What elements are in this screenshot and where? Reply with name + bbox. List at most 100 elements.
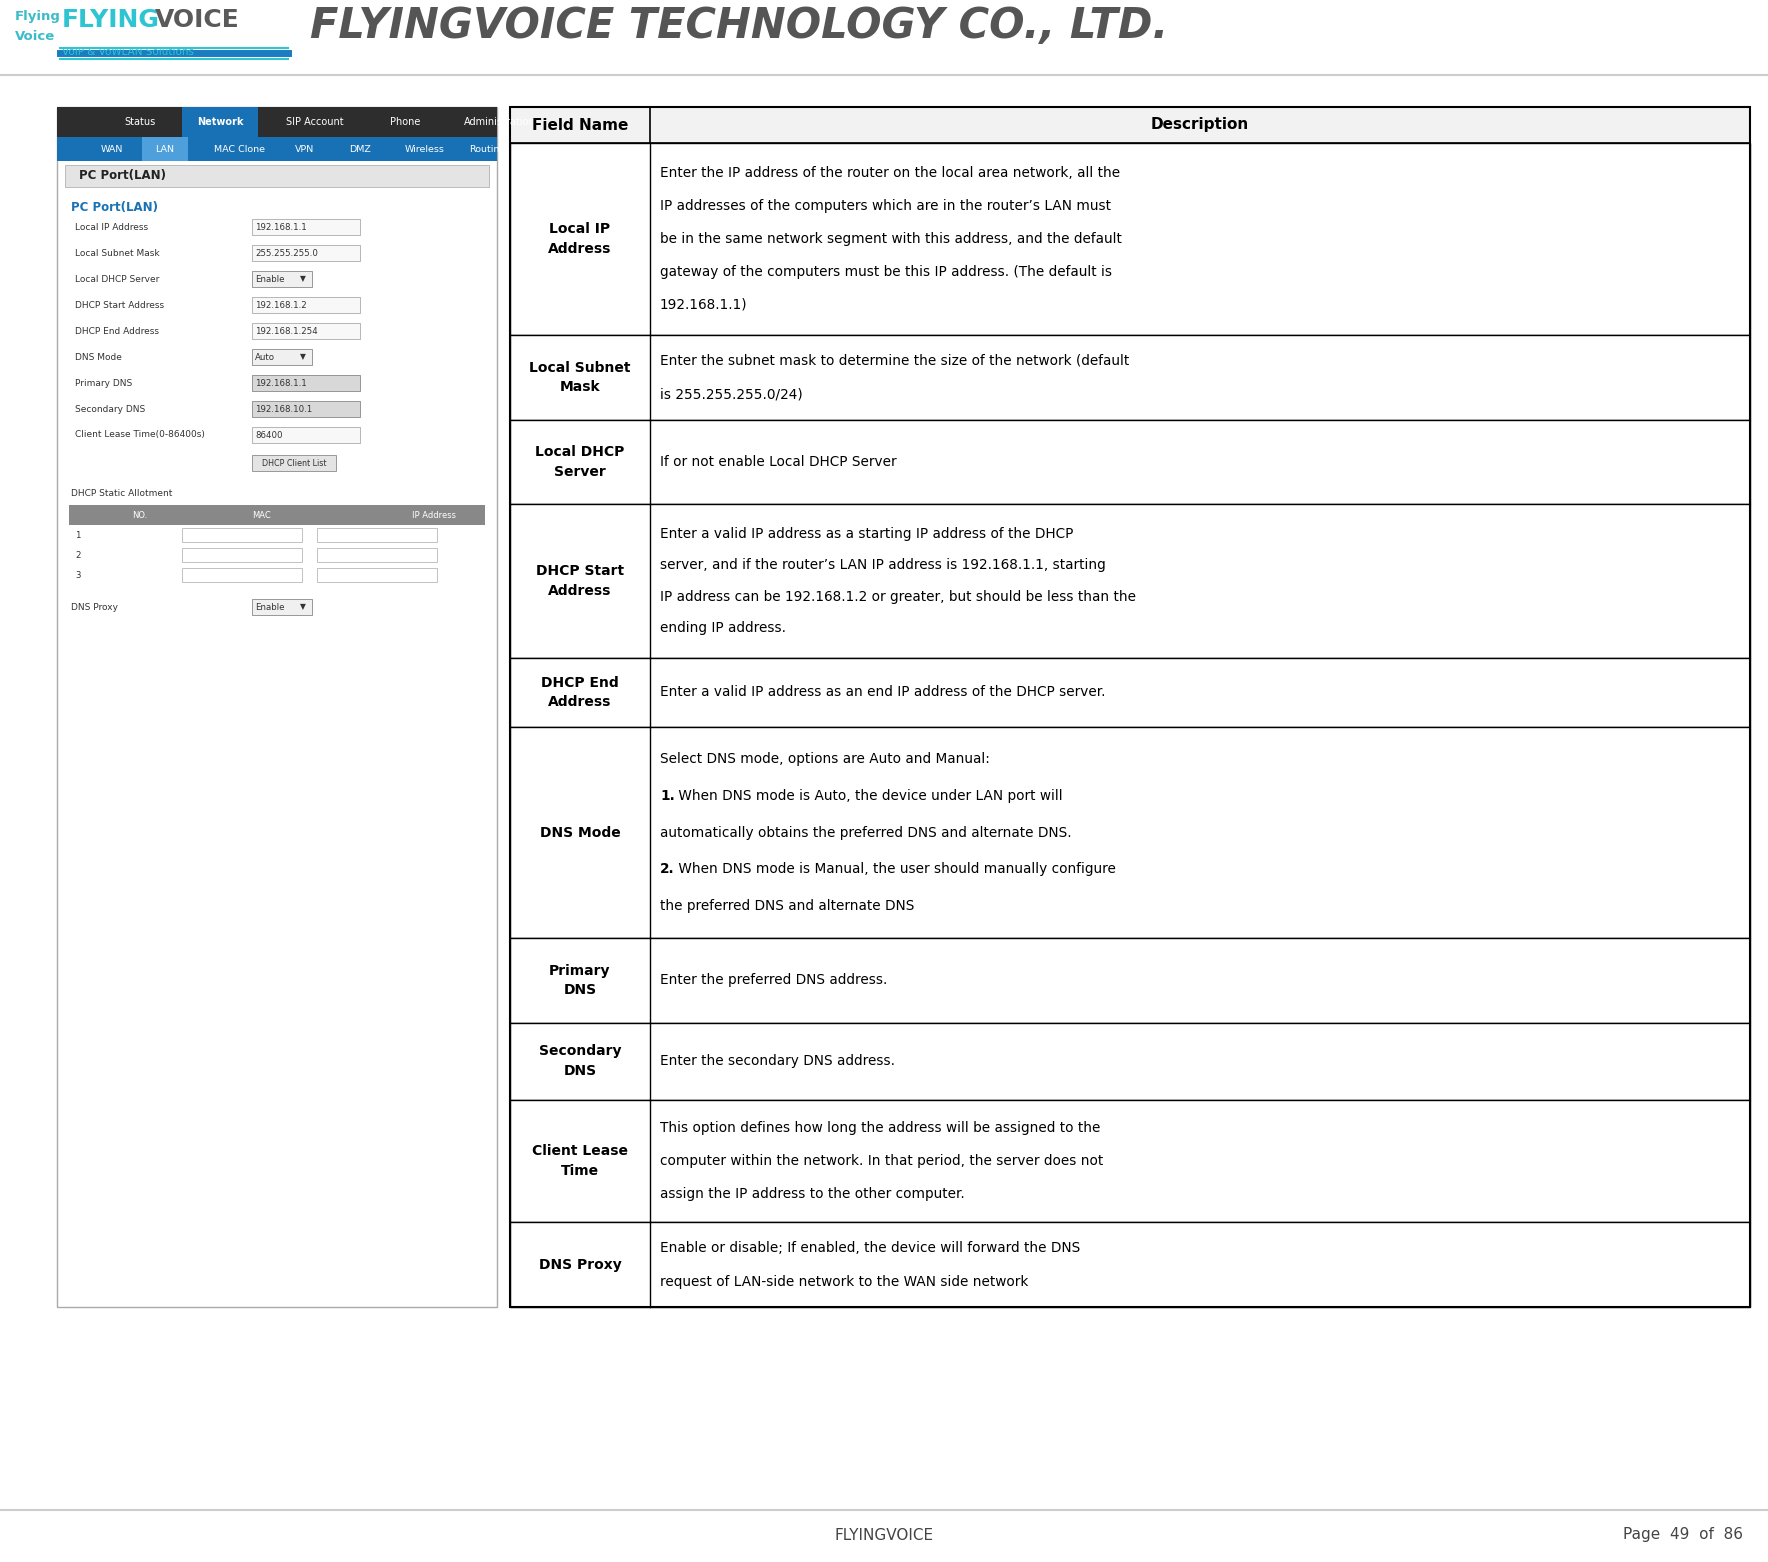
Text: DHCP Static Allotment: DHCP Static Allotment (71, 489, 171, 498)
Text: ▼: ▼ (301, 603, 306, 611)
Bar (509, 144, 1750, 336)
Text: VOICE: VOICE (156, 8, 240, 31)
Text: NO.: NO. (133, 511, 147, 520)
Text: Local Subnet
Mask: Local Subnet Mask (529, 361, 631, 394)
Bar (316, 569, 437, 583)
Text: This option defines how long the address will be assigned to the: This option defines how long the address… (659, 1122, 1100, 1136)
Text: Enable: Enable (255, 603, 285, 611)
Text: Network: Network (196, 117, 244, 127)
Text: DNS Proxy: DNS Proxy (539, 1257, 621, 1271)
Bar (253, 455, 336, 472)
Text: IP address can be 192.168.1.2 or greater, but should be less than the: IP address can be 192.168.1.2 or greater… (659, 589, 1137, 603)
Text: ending IP address.: ending IP address. (659, 622, 787, 636)
Text: FLYINGVOICE: FLYINGVOICE (834, 1528, 934, 1543)
Text: When DNS mode is Auto, the device under LAN port will: When DNS mode is Auto, the device under … (674, 789, 1063, 803)
Text: 2.: 2. (659, 862, 675, 876)
Text: ▼: ▼ (301, 275, 306, 283)
Text: server, and if the router’s LAN IP address is 192.168.1.1, starting: server, and if the router’s LAN IP addre… (659, 558, 1105, 572)
Text: SIP Account: SIP Account (286, 117, 343, 127)
Text: Phone: Phone (389, 117, 421, 127)
Bar (182, 548, 302, 562)
Text: Administration: Administration (465, 117, 536, 127)
Text: 192.168.1.254: 192.168.1.254 (255, 326, 318, 336)
Text: Local DHCP Server: Local DHCP Server (74, 275, 159, 283)
Bar (253, 270, 311, 287)
Text: MAC: MAC (253, 511, 271, 520)
Text: DHCP Start
Address: DHCP Start Address (536, 564, 624, 598)
Bar (182, 108, 258, 137)
Bar (509, 1223, 1750, 1307)
Bar (57, 108, 497, 1307)
Text: VoIP & VoWLAN Solutions: VoIP & VoWLAN Solutions (62, 47, 194, 56)
Text: FLYING: FLYING (62, 8, 159, 31)
Bar (509, 658, 1750, 726)
Text: Enter the IP address of the router on the local area network, all the: Enter the IP address of the router on th… (659, 167, 1121, 180)
Text: Secondary DNS: Secondary DNS (74, 405, 145, 414)
Text: 192.168.1.1: 192.168.1.1 (255, 222, 308, 231)
Bar (316, 548, 437, 562)
Text: DHCP Start Address: DHCP Start Address (74, 300, 164, 309)
Text: DHCP End Address: DHCP End Address (74, 326, 159, 336)
Text: Local IP
Address: Local IP Address (548, 222, 612, 256)
Text: Client Lease Time(0-86400s): Client Lease Time(0-86400s) (74, 431, 205, 439)
Bar (253, 598, 311, 615)
Text: Client Lease
Time: Client Lease Time (532, 1145, 628, 1178)
Text: the preferred DNS and alternate DNS: the preferred DNS and alternate DNS (659, 898, 914, 912)
Text: Flying: Flying (14, 9, 60, 23)
Text: DHCP Client List: DHCP Client List (262, 459, 327, 467)
Text: Enter a valid IP address as a starting IP address of the DHCP: Enter a valid IP address as a starting I… (659, 526, 1073, 540)
Text: Enter a valid IP address as an end IP address of the DHCP server.: Enter a valid IP address as an end IP ad… (659, 686, 1105, 700)
Text: 192.168.1.2: 192.168.1.2 (255, 300, 308, 309)
Text: IP addresses of the computers which are in the router’s LAN must: IP addresses of the computers which are … (659, 200, 1110, 214)
Text: Auto: Auto (255, 353, 276, 361)
Text: Status: Status (124, 117, 156, 127)
Text: Local DHCP
Server: Local DHCP Server (536, 445, 624, 478)
Text: PC Port(LAN): PC Port(LAN) (71, 200, 157, 214)
Bar (253, 375, 361, 390)
Text: IP Address: IP Address (412, 511, 456, 520)
Text: If or not enable Local DHCP Server: If or not enable Local DHCP Server (659, 455, 896, 469)
Text: 1.: 1. (659, 789, 675, 803)
Text: be in the same network segment with this address, and the default: be in the same network segment with this… (659, 233, 1123, 247)
Bar (509, 505, 1750, 658)
Bar (509, 108, 1750, 1307)
Text: Local IP Address: Local IP Address (74, 222, 149, 231)
Text: Primary
DNS: Primary DNS (550, 964, 610, 997)
Text: DMZ: DMZ (348, 145, 371, 153)
Text: Enter the preferred DNS address.: Enter the preferred DNS address. (659, 973, 888, 987)
Text: assign the IP address to the other computer.: assign the IP address to the other compu… (659, 1187, 965, 1201)
Text: 3: 3 (74, 570, 81, 580)
Bar (253, 401, 361, 417)
Text: Voice: Voice (14, 30, 55, 44)
Bar (253, 348, 311, 366)
Text: Page  49  of  86: Page 49 of 86 (1623, 1528, 1743, 1543)
Text: Select DNS mode, options are Auto and Manual:: Select DNS mode, options are Auto and Ma… (659, 753, 990, 767)
Bar (253, 219, 361, 234)
Text: VPN: VPN (295, 145, 315, 153)
Text: 192.168.1.1): 192.168.1.1) (659, 298, 748, 312)
Text: 255.255.255.0: 255.255.255.0 (255, 248, 318, 258)
Bar (65, 166, 490, 187)
Bar (509, 336, 1750, 420)
Text: Enable or disable; If enabled, the device will forward the DNS: Enable or disable; If enabled, the devic… (659, 1240, 1080, 1254)
Text: FLYINGVOICE TECHNOLOGY CO., LTD.: FLYINGVOICE TECHNOLOGY CO., LTD. (309, 5, 1169, 47)
Bar (69, 505, 484, 525)
Bar (253, 426, 361, 444)
Text: automatically obtains the preferred DNS and alternate DNS.: automatically obtains the preferred DNS … (659, 826, 1071, 839)
Text: When DNS mode is Manual, the user should manually configure: When DNS mode is Manual, the user should… (674, 862, 1116, 876)
Text: Routing: Routing (469, 145, 506, 153)
Bar (141, 137, 187, 161)
Bar (57, 108, 497, 137)
Text: Local Subnet Mask: Local Subnet Mask (74, 248, 159, 258)
Text: Secondary
DNS: Secondary DNS (539, 1045, 621, 1078)
Text: gateway of the computers must be this IP address. (The default is: gateway of the computers must be this IP… (659, 266, 1112, 280)
Bar (509, 1100, 1750, 1223)
Text: DNS Mode: DNS Mode (539, 826, 621, 839)
Text: DHCP End
Address: DHCP End Address (541, 676, 619, 709)
Text: Enter the secondary DNS address.: Enter the secondary DNS address. (659, 1054, 895, 1068)
Text: PC Port(LAN): PC Port(LAN) (80, 170, 166, 183)
Bar (253, 297, 361, 312)
Text: Description: Description (1151, 117, 1250, 133)
Bar (253, 245, 361, 261)
Bar (316, 528, 437, 542)
